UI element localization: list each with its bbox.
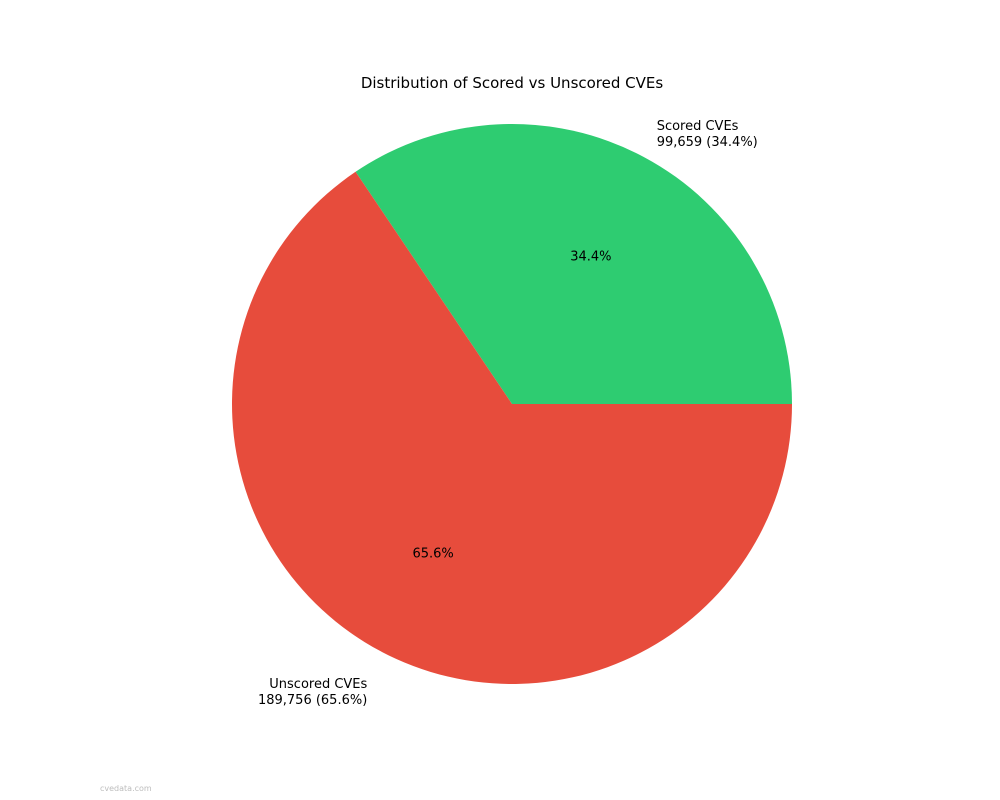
slice-label-name: Scored CVEs xyxy=(657,119,739,134)
pie-slice-2 xyxy=(232,171,792,685)
chart-title: Distribution of Scored vs Unscored CVEs xyxy=(361,74,664,92)
pie-slice-percent-label: 65.6% xyxy=(412,546,453,561)
slice-label-value: 99,659 (34.4%) xyxy=(657,135,758,150)
slice-label-name: Unscored CVEs xyxy=(269,677,367,692)
watermark: cvedata.com xyxy=(100,784,152,793)
pie-slice-outer-label: Unscored CVEs 189,756 (65.6%) xyxy=(258,677,368,708)
slice-label-value: 189,756 (65.6%) xyxy=(258,693,367,708)
pie-slice-outer-label: Scored CVEs 99,659 (34.4%) xyxy=(657,119,758,150)
pie-slices xyxy=(232,123,793,685)
pie-slice-percent-label: 34.4% xyxy=(570,250,611,265)
pie-labels: 34.4% Scored CVEs 99,659 (34.4%) 65.6% Unsco… xyxy=(258,119,758,708)
pie-slice-1 xyxy=(355,123,793,404)
